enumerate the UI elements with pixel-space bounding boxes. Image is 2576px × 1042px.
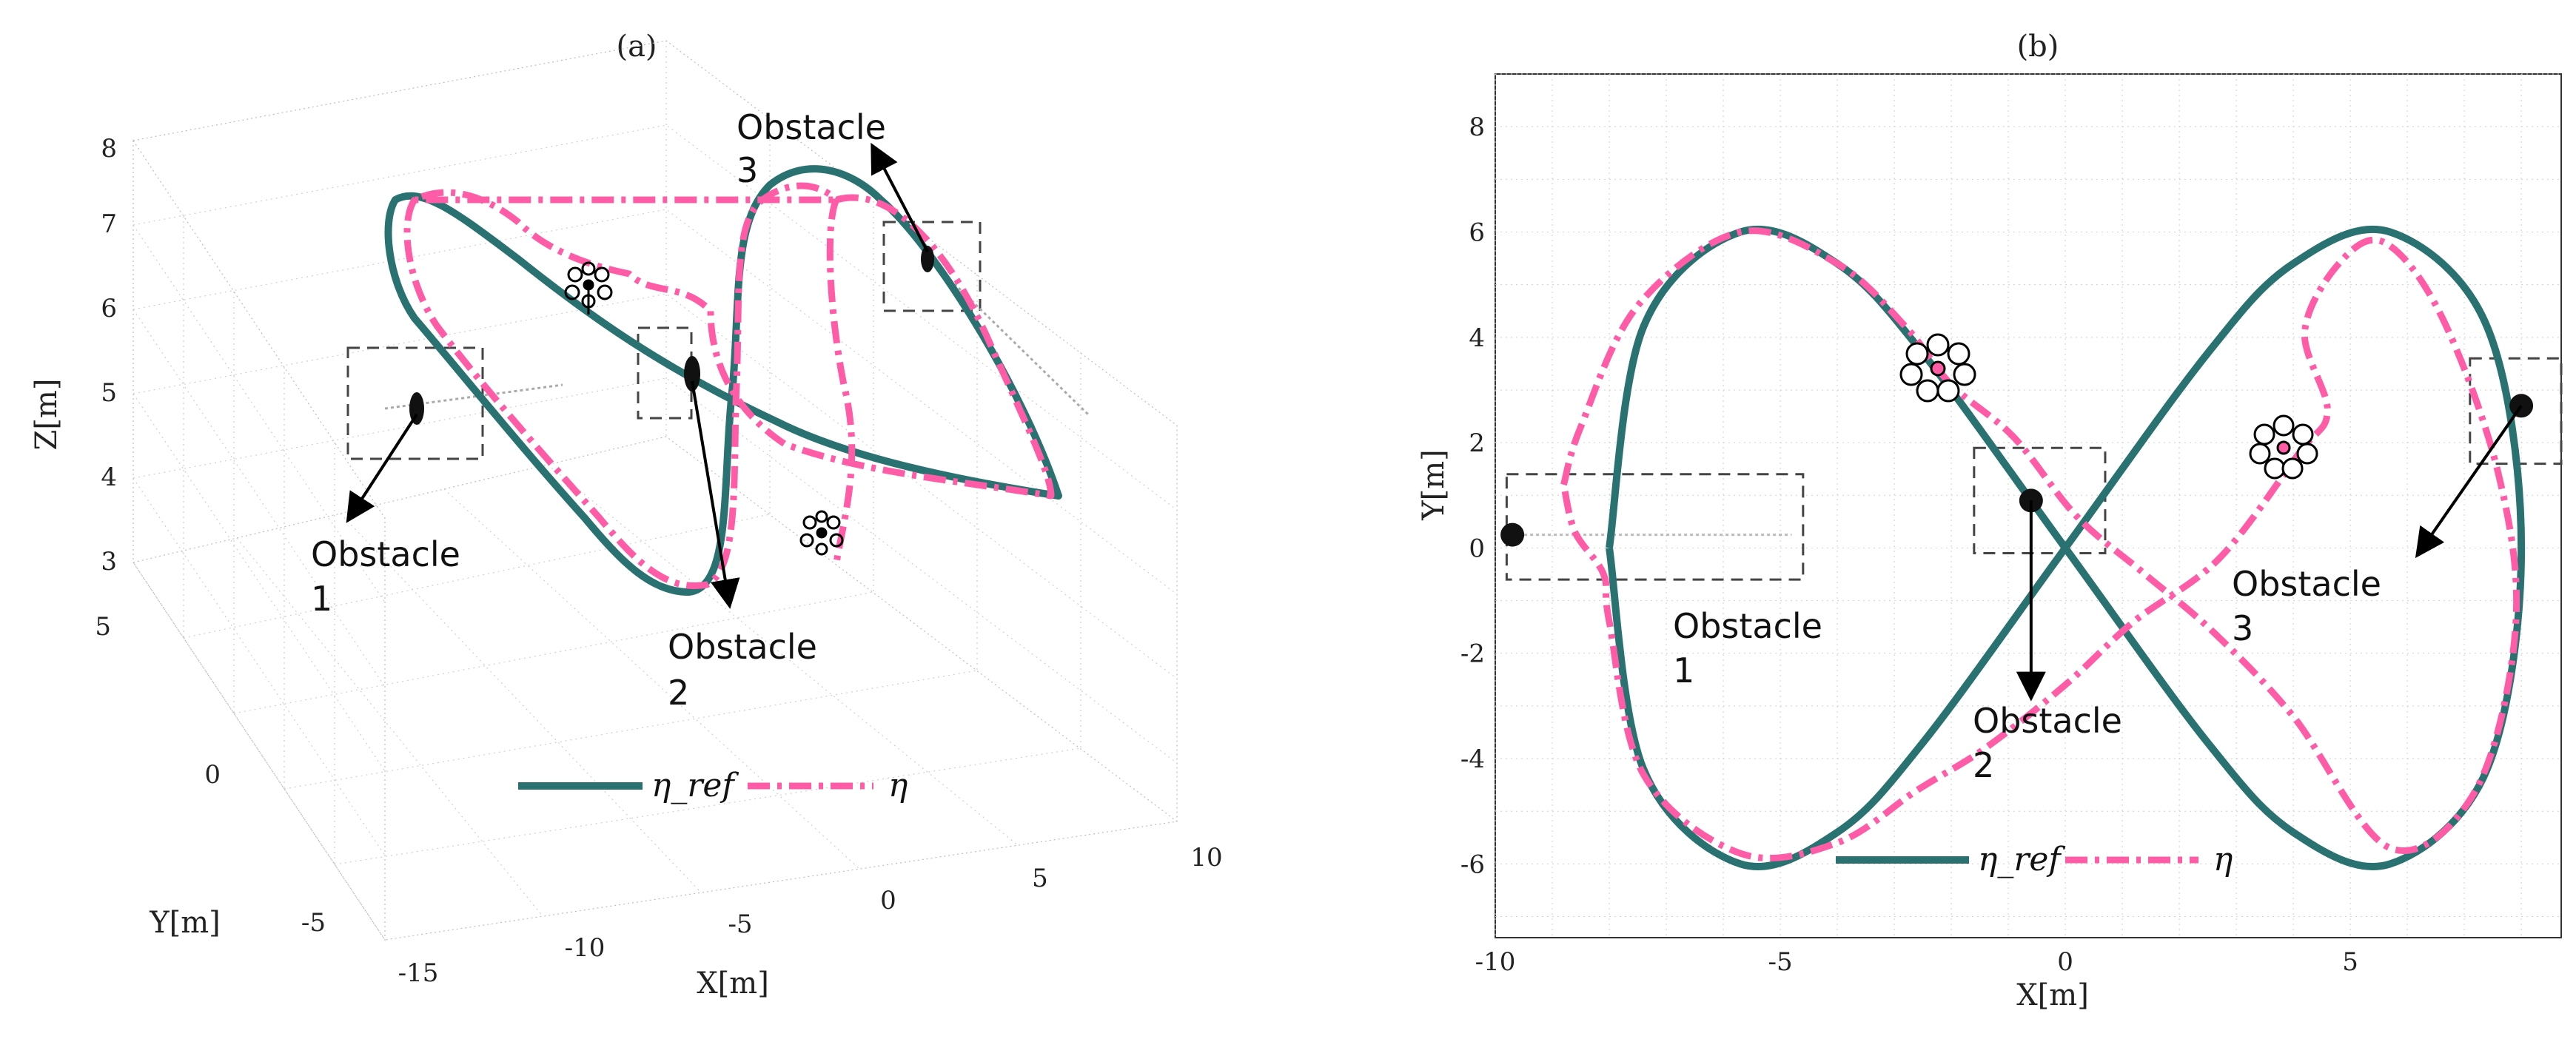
panel-a-zlabel: Z[m] — [30, 379, 64, 451]
y-tick: -4 — [1460, 744, 1485, 774]
y-tick: 8 — [1469, 112, 1485, 142]
obstacle-1-number: 1 — [311, 579, 332, 619]
obstacle-3-arrow — [871, 142, 929, 252]
y-tick: -2 — [1460, 639, 1485, 669]
obstacle-2-number: 2 — [1973, 745, 1994, 785]
panel-b-ylabel: Y[m] — [1417, 449, 1451, 521]
obstacle-arrow — [2415, 405, 2523, 559]
obstacle-2-arrow — [691, 380, 740, 609]
x-tick: -10 — [1475, 947, 1516, 977]
panel-b-legend: η_ref η — [1836, 841, 2233, 878]
obstacle-1-number: 1 — [1673, 651, 1694, 690]
x-tick: 0 — [2057, 947, 2073, 977]
drone-icon — [799, 510, 844, 556]
legend-ref-label: η_ref — [651, 767, 739, 804]
obstacle-marker — [1500, 522, 1525, 547]
drone-icon — [2249, 414, 2318, 480]
obstacle-3-number: 3 — [737, 150, 758, 190]
y-tick: 2 — [1469, 428, 1485, 458]
legend-eta-label: η — [2213, 841, 2233, 878]
z-tick: 8 — [101, 134, 117, 164]
obstacle-1-label: Obstacle — [311, 534, 460, 574]
panel-b-xlabel: X[m] — [2016, 978, 2089, 1012]
series-eta-a — [403, 182, 1055, 589]
obstacle-1-marker — [409, 392, 424, 425]
y-tick: 0 — [1469, 534, 1485, 563]
obstacle-3-box — [882, 221, 982, 312]
legend-ref-label: η_ref — [1978, 841, 2065, 878]
y-tick: 0 — [204, 760, 221, 790]
x-tick: 5 — [2342, 947, 2358, 977]
panel-b: (b) -10 -5 0 5 -6 -4 -2 0 2 4 6 8 Y[m] X[m] Obstacl… — [1417, 30, 2563, 1012]
y-tick: 6 — [1469, 218, 1485, 247]
drone-icon — [564, 261, 613, 315]
y-tick: -5 — [301, 908, 326, 938]
z-tick: 3 — [101, 547, 117, 577]
panel-a-xticks: -15 -10 -5 0 5 10 — [398, 843, 1223, 988]
panel-a-zticks: 3 4 5 6 7 8 — [101, 134, 117, 577]
obstacle-3-marker — [921, 246, 934, 272]
obstacle-2-marker — [684, 356, 700, 391]
obstacle-1-arrow — [346, 413, 418, 523]
obstacle-3-label: Obstacle — [2232, 564, 2381, 604]
panel-b-ticks: -10 -5 0 5 -6 -4 -2 0 2 4 6 8 — [1460, 112, 2358, 977]
legend-eta-label: η — [888, 767, 908, 804]
z-tick: 7 — [101, 209, 117, 239]
x-tick: -10 — [565, 933, 606, 963]
z-tick: 6 — [101, 294, 117, 323]
obstacle-box — [1973, 446, 2107, 555]
z-tick: 5 — [101, 378, 117, 408]
obstacle-2-label: Obstacle — [1973, 701, 2122, 741]
x-tick: -5 — [728, 910, 752, 939]
y-tick: 5 — [95, 612, 111, 642]
panel-a: (a) 3 4 5 6 7 8 5 0 -5 — [30, 30, 1223, 1001]
panel-a-yticks: 5 0 -5 — [95, 612, 326, 938]
x-tick: 0 — [880, 886, 896, 915]
panel-a-ylabel: Y[m] — [149, 906, 221, 940]
obstacle-3-label: Obstacle — [737, 107, 886, 147]
x-tick: -15 — [398, 958, 439, 988]
y-tick: -6 — [1460, 850, 1485, 879]
x-tick: -5 — [1768, 947, 1792, 977]
obstacle-1-label: Obstacle — [1673, 606, 1822, 646]
obstacle-2-number: 2 — [668, 673, 689, 713]
obstacle-3-trail — [928, 258, 1090, 416]
panel-b-title: (b) — [2017, 30, 2059, 64]
x-tick: 5 — [1032, 864, 1048, 893]
drone-icon — [1899, 333, 1976, 403]
panel-b-obstacles — [1500, 394, 2534, 702]
obstacle-1-box — [346, 346, 484, 460]
z-tick: 4 — [101, 463, 117, 492]
obstacle-2-label: Obstacle — [668, 627, 817, 667]
y-tick: 4 — [1469, 323, 1485, 353]
panel-a-legend: η_ref η — [518, 767, 908, 804]
obstacle-3-number: 3 — [2232, 608, 2253, 648]
panel-a-xlabel: X[m] — [697, 967, 769, 1001]
x-tick: 10 — [1190, 843, 1222, 873]
